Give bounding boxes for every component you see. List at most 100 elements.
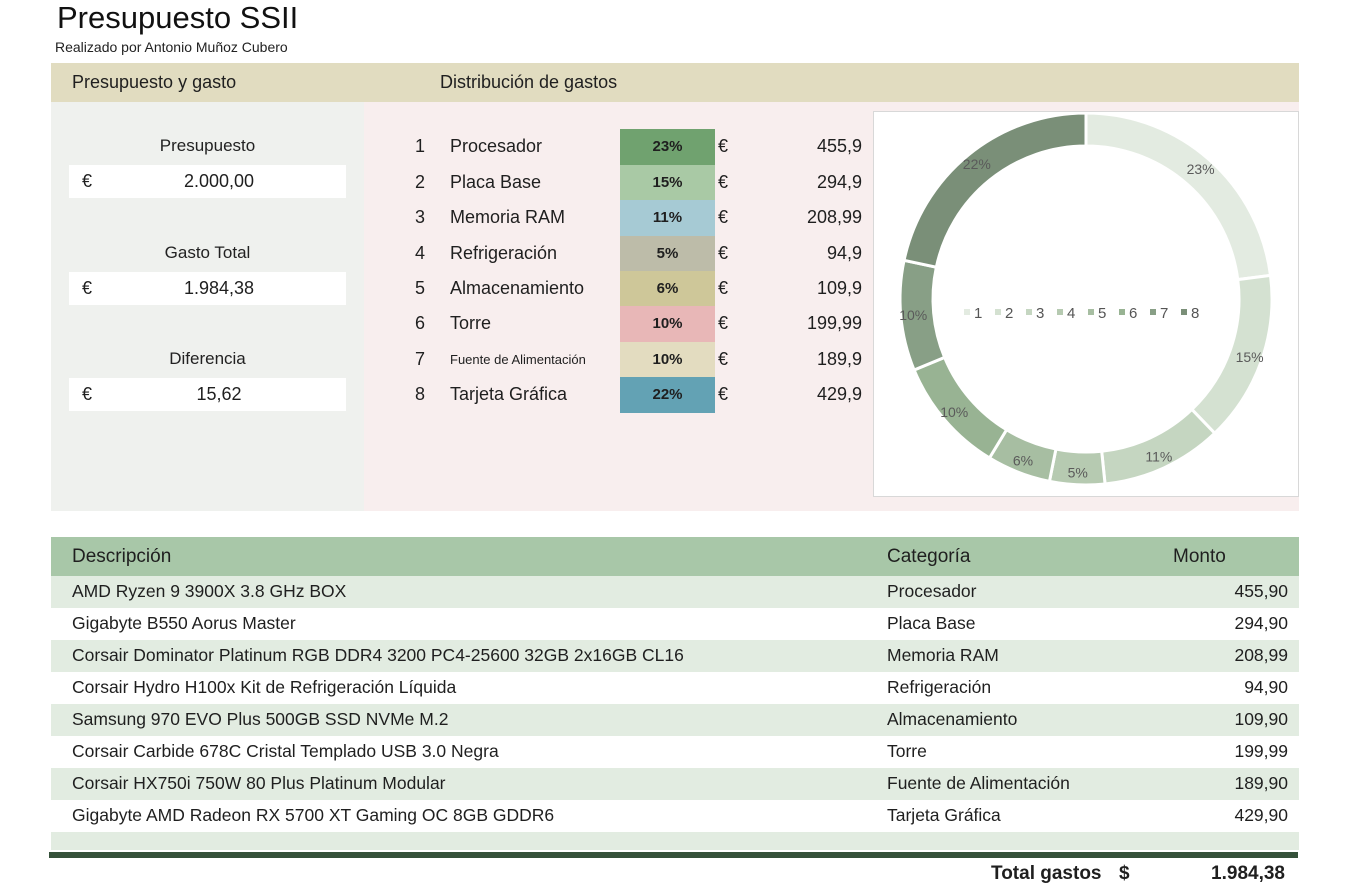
percent-cell: 15% <box>620 165 715 201</box>
legend-item-6[interactable]: 6 <box>1119 305 1137 322</box>
cell-category: Memoria RAM <box>887 645 999 665</box>
cell-amount: 294,90 <box>1234 613 1288 633</box>
row-number: 4 <box>414 243 425 263</box>
donut-chart[interactable]: 23% 15% 11% 5% 6% 10% 10% 22% 1 2 3 4 5 6 7 8 <box>874 111 1298 496</box>
table-row[interactable]: Samsung 970 EVO Plus 500GB SSD NVMe M.2 … <box>51 704 1299 736</box>
column-header-category[interactable]: Categoría <box>887 546 971 567</box>
budget-panel <box>51 102 364 511</box>
table-row[interactable]: Gigabyte B550 Aorus Master Placa Base 29… <box>51 608 1299 640</box>
table-row[interactable]: Corsair Hydro H100x Kit de Refrigeración… <box>51 672 1299 704</box>
cell-description: Gigabyte AMD Radeon RX 5700 XT Gaming OC… <box>72 805 555 825</box>
donut-slice-3[interactable] <box>1100 407 1217 486</box>
cell-category: Tarjeta Gráfica <box>887 805 1001 825</box>
percent-cell: 22% <box>620 377 715 413</box>
cell-description: Corsair Dominator Platinum RGB DDR4 3200… <box>72 645 684 665</box>
page-title: Presupuesto SSII <box>57 0 299 35</box>
table-row[interactable]: Gigabyte AMD Radeon RX 5700 XT Gaming OC… <box>51 800 1299 832</box>
legend-swatch <box>1181 309 1187 315</box>
donut-data-label: 6% <box>1013 453 1033 469</box>
legend-item-2[interactable]: 2 <box>995 305 1013 322</box>
category-name: Placa Base <box>450 172 542 192</box>
section-header: Presupuesto y gasto Distribución de gast… <box>51 63 1299 102</box>
kpi-gasto-total-cell[interactable]: € 1.984,38 <box>69 272 346 305</box>
currency-symbol: € <box>718 278 729 298</box>
distribution-row[interactable]: 6 Torre 10% € 199,99 <box>364 306 874 342</box>
percent-cell: 6% <box>620 271 715 307</box>
donut-slice-1[interactable] <box>1084 111 1273 282</box>
currency-symbol: € <box>718 243 729 263</box>
cell-amount: 199,99 <box>1234 741 1288 761</box>
donut-data-label: 5% <box>1068 464 1088 480</box>
row-number: 3 <box>414 207 425 227</box>
amount-value: 199,99 <box>806 313 862 333</box>
percent-cell: 10% <box>620 306 715 342</box>
amount-value: 208,99 <box>806 207 862 227</box>
row-number: 1 <box>414 136 425 156</box>
table-row[interactable]: Corsair Carbide 678C Cristal Templado US… <box>51 736 1299 768</box>
row-number: 8 <box>414 384 425 404</box>
legend-label: 1 <box>974 305 982 322</box>
row-number: 5 <box>414 278 425 298</box>
table-row[interactable]: AMD Ryzen 9 3900X 3.8 GHz BOX Procesador… <box>51 576 1299 608</box>
kpi-value: 1.984,38 <box>183 278 255 298</box>
kpi-value: 2.000,00 <box>183 171 255 191</box>
page-subtitle: Realizado por Antonio Muñoz Cubero <box>55 39 288 55</box>
table-footer-bar <box>49 852 1298 858</box>
distribution-row[interactable]: 5 Almacenamiento 6% € 109,9 <box>364 271 874 307</box>
table-header: Descripción Categoría Monto <box>51 537 1299 576</box>
table-row[interactable]: Corsair Dominator Platinum RGB DDR4 3200… <box>51 640 1299 672</box>
cell-category: Placa Base <box>887 613 976 633</box>
table-row-empty[interactable] <box>51 832 1299 850</box>
distribution-row[interactable]: 7 Fuente de Alimentación 10% € 189,9 <box>364 342 874 378</box>
kpi-presupuesto-cell[interactable]: € 2.000,00 <box>69 165 346 198</box>
kpi-label-diferencia: Diferencia <box>169 349 246 368</box>
amount-value: 429,9 <box>816 384 862 404</box>
cell-category: Torre <box>887 741 927 761</box>
column-header-amount[interactable]: Monto <box>1173 546 1226 567</box>
legend-swatch <box>1088 309 1094 315</box>
total-label: Total gastos <box>991 863 1102 884</box>
row-number: 6 <box>414 313 425 333</box>
distribution-row[interactable]: 3 Memoria RAM 11% € 208,99 <box>364 200 874 236</box>
distribution-row[interactable]: 4 Refrigeración 5% € 94,9 <box>364 236 874 272</box>
currency-symbol: € <box>718 136 729 156</box>
legend-item-4[interactable]: 4 <box>1057 305 1075 322</box>
legend-item-1[interactable]: 1 <box>964 305 982 322</box>
legend-item-5[interactable]: 5 <box>1088 305 1106 322</box>
category-name: Torre <box>450 313 492 333</box>
amount-value: 455,9 <box>816 136 862 156</box>
column-header-description[interactable]: Descripción <box>72 546 172 567</box>
row-number: 7 <box>414 349 425 369</box>
legend-item-7[interactable]: 7 <box>1150 305 1168 322</box>
cell-description: Corsair Hydro H100x Kit de Refrigeración… <box>72 677 457 697</box>
donut-data-label: 10% <box>899 307 927 323</box>
legend-label: 5 <box>1098 305 1106 322</box>
legend-label: 6 <box>1129 305 1137 322</box>
legend-item-3[interactable]: 3 <box>1026 305 1044 322</box>
cell-description: Samsung 970 EVO Plus 500GB SSD NVMe M.2 <box>72 709 449 729</box>
distribution-row[interactable]: 1 Procesador 23% € 455,9 <box>364 129 874 165</box>
budget-section-title: Presupuesto y gasto <box>72 72 237 92</box>
currency-symbol: € <box>718 349 729 369</box>
donut-data-label: 23% <box>1187 161 1215 177</box>
cell-amount: 94,90 <box>1244 677 1288 697</box>
cell-amount: 455,90 <box>1234 581 1288 601</box>
distribution-row[interactable]: 2 Placa Base 15% € 294,9 <box>364 165 874 201</box>
category-name: Almacenamiento <box>450 278 585 298</box>
cell-category: Fuente de Alimentación <box>887 773 1070 793</box>
donut-data-label: 11% <box>1145 448 1172 464</box>
donut-data-label: 10% <box>940 404 968 420</box>
category-name: Tarjeta Gráfica <box>450 384 568 404</box>
cell-description: Corsair HX750i 750W 80 Plus Platinum Mod… <box>72 773 446 793</box>
cell-category: Almacenamiento <box>887 709 1018 729</box>
distribution-row[interactable]: 8 Tarjeta Gráfica 22% € 429,9 <box>364 377 874 413</box>
cell-amount: 189,90 <box>1234 773 1288 793</box>
table-row[interactable]: Corsair HX750i 750W 80 Plus Platinum Mod… <box>51 768 1299 800</box>
category-name: Procesador <box>450 136 543 156</box>
kpi-label-gasto-total: Gasto Total <box>164 243 251 262</box>
donut-chart-container[interactable]: 23% 15% 11% 5% 6% 10% 10% 22% 1 2 3 4 5 6 7 8 <box>873 111 1299 497</box>
percent-cell: 23% <box>620 129 715 165</box>
donut-slice-8[interactable] <box>902 111 1088 269</box>
kpi-diferencia-cell[interactable]: € 15,62 <box>69 378 346 411</box>
legend-item-8[interactable]: 8 <box>1181 305 1199 322</box>
